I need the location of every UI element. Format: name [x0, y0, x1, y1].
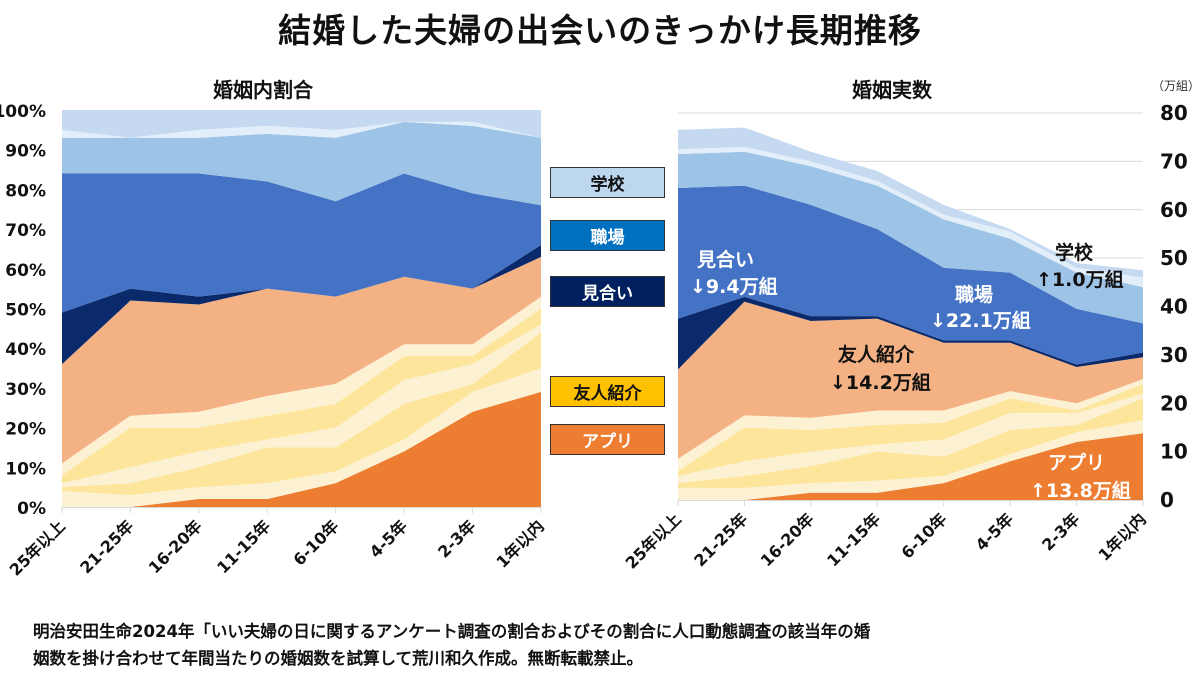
y-tick-label: 30	[1160, 343, 1188, 367]
annotation-text: 友人紹介	[838, 343, 915, 366]
right-chart-title: 婚姻実数	[852, 78, 932, 102]
y-tick-label: 60	[1160, 198, 1188, 222]
area-band-1	[62, 368, 541, 507]
y-tick-label: 60%	[5, 261, 46, 281]
y-tick-label: 0	[1160, 488, 1174, 512]
y-unit-label: （万組）	[1152, 79, 1200, 93]
page-title: 結婚した夫婦の出会いのきっかけ長期推移	[278, 11, 922, 50]
x-tick-label: 25年以上	[6, 516, 69, 579]
x-tick-label: 25年以上	[622, 509, 685, 572]
x-tick-label: 21-25年	[690, 509, 751, 570]
area-学校	[678, 151, 1143, 324]
x-tick-label: 4-5年	[972, 509, 1017, 554]
area-職場	[678, 185, 1143, 365]
annotation-text: 職場	[955, 283, 993, 306]
footnote-line-1: 明治安田生命2024年「いい夫婦の日に関するアンケート調査の割合およびその割合に…	[33, 622, 871, 641]
y-tick-label: 50	[1160, 246, 1188, 270]
x-tick-label: 6-10年	[897, 509, 950, 562]
area-band-10	[678, 146, 1143, 288]
y-tick-label: 80	[1160, 101, 1188, 125]
y-tick-label: 0%	[17, 499, 46, 519]
right-chart: 25年以上 21-25年 16-20年 11-15年 6-10年 4-5年 2-3年 1年以内…	[622, 79, 1200, 573]
annotation-text: 学校	[1055, 241, 1094, 264]
legend-omiai: 見合い	[550, 276, 665, 307]
y-tick-label: 30%	[5, 380, 46, 400]
area-band-2	[62, 332, 541, 496]
y-tick-label: 70	[1160, 149, 1188, 173]
y-tick-label: 80%	[5, 181, 46, 201]
y-tick-label: 40	[1160, 295, 1188, 319]
x-tick-label: 16-20年	[757, 509, 818, 570]
y-tick-label: 90%	[5, 142, 46, 162]
legend-friend-introduction: 友人紹介	[550, 376, 665, 407]
y-tick-label: 10	[1160, 440, 1188, 464]
area-見合い	[678, 296, 1143, 370]
annotation-text: ↓14.2万組	[830, 371, 931, 394]
x-tick-label: 1年以内	[1095, 509, 1150, 564]
area-band-3	[678, 393, 1143, 484]
footnote-line-2: 姻数を掛け合わせて年間当たりの婚姻数を試算して荒川和久作成。無断転載禁止。	[33, 649, 644, 668]
annotation-text: ↑13.8万組	[1030, 479, 1131, 502]
annotation-text: ↑1.0万組	[1036, 268, 1124, 291]
area-アプリ	[678, 433, 1143, 500]
annotation-text: 見合い	[697, 248, 754, 271]
y-tick-label: 100%	[0, 102, 46, 122]
area-職場	[62, 173, 541, 313]
x-tick-label: 11-15年	[823, 509, 884, 570]
annotation-text: ↓22.1万組	[930, 309, 1031, 332]
x-tick-label: 16-20年	[145, 516, 206, 577]
legend-app: アプリ	[550, 424, 665, 455]
y-tick-label: 70%	[5, 221, 46, 241]
y-tick-label: 10%	[5, 459, 46, 479]
y-tick-label: 20	[1160, 391, 1188, 415]
x-tick-label: 21-25年	[76, 516, 137, 577]
legend-school: 学校	[550, 167, 665, 198]
area-band-4	[62, 308, 541, 484]
x-tick-label: 2-3年	[434, 516, 479, 561]
area-band-5	[678, 379, 1143, 471]
area-band-2	[678, 398, 1143, 488]
y-tick-label: 50%	[5, 301, 46, 321]
x-tick-label: 1年以内	[493, 516, 548, 571]
area-友人紹介	[678, 301, 1143, 459]
area-学校	[62, 121, 541, 206]
annotation-text: アプリ	[1048, 451, 1105, 474]
area-band-4	[678, 383, 1143, 476]
y-tick-label: 40%	[5, 340, 46, 360]
x-tick-label: 6-10年	[289, 516, 342, 569]
area-band-10	[62, 121, 541, 138]
x-tick-label: 2-3年	[1038, 509, 1083, 554]
left-chart-title: 婚姻内割合	[213, 78, 313, 102]
area-band-1	[678, 420, 1143, 500]
legend-workplace: 職場	[550, 220, 665, 251]
annotation-text: ↓9.4万組	[690, 275, 778, 298]
x-tick-label: 4-5年	[366, 516, 411, 561]
area-band-11	[62, 110, 541, 138]
y-tick-label: 20%	[5, 420, 46, 440]
area-band-11	[678, 127, 1143, 278]
area-友人紹介	[62, 256, 541, 464]
area-アプリ	[62, 391, 541, 507]
x-tick-label: 11-15年	[213, 516, 274, 577]
left-chart: 25年以上 21-25年 16-20年 11-15年 6-10年 4-5年 2-3年 1年以内…	[0, 102, 548, 580]
